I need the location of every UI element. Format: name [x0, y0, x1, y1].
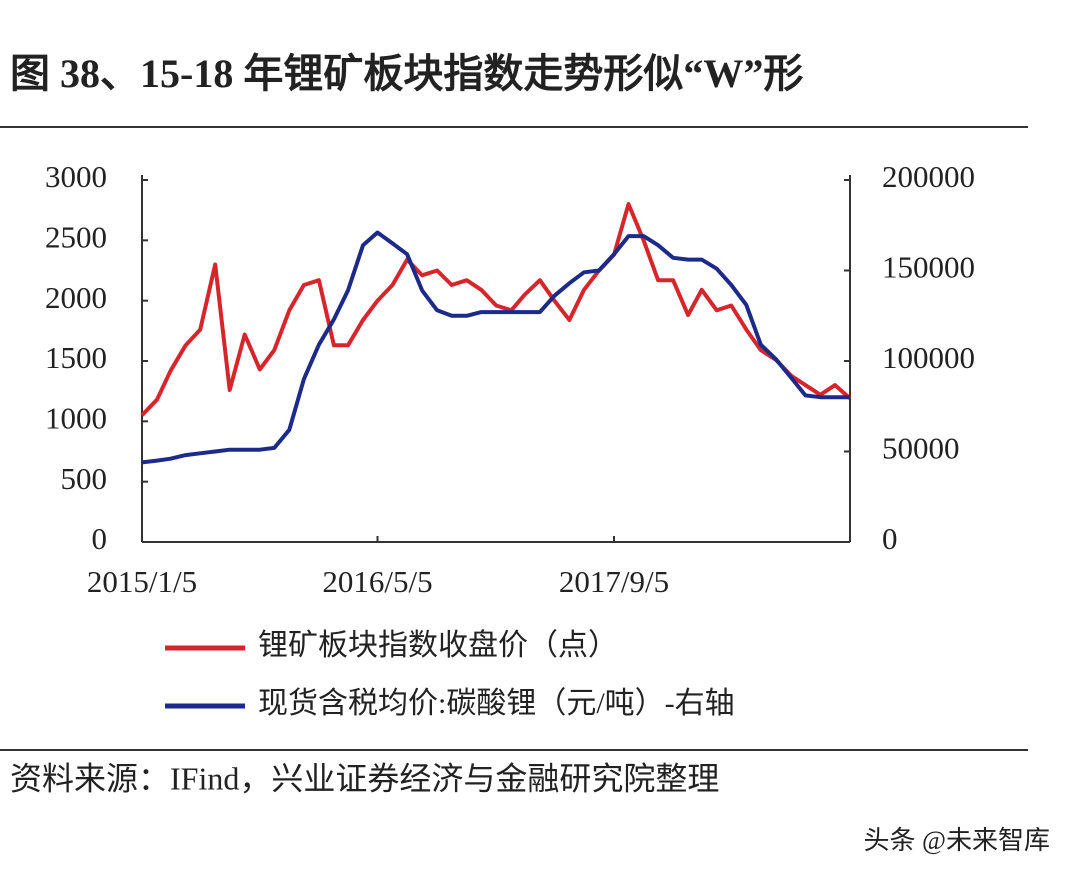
- watermark: 头条 @未来智库: [864, 826, 1050, 855]
- x-tick-label: 2015/1/5: [87, 564, 197, 599]
- y-tick-label: 1500: [45, 340, 107, 375]
- y2-tick-label: 150000: [882, 250, 975, 285]
- y-tick-label: 2500: [45, 219, 107, 254]
- series-line: [140, 202, 852, 417]
- y-tick-label: 2000: [45, 280, 107, 315]
- y-tick-label: 1000: [45, 400, 107, 435]
- x-tick-label: 2016/5/5: [322, 564, 432, 599]
- y-tick-label: 3000: [45, 159, 107, 194]
- y2-tick-label: 200000: [882, 159, 975, 194]
- y-tick-label: 0: [92, 521, 108, 556]
- source: 资料来源：IFind，兴业证券经济与金融研究院整理: [10, 760, 719, 796]
- series-line: [141, 230, 850, 465]
- y-tick-label: 500: [61, 461, 108, 496]
- y2-tick-label: 100000: [882, 340, 975, 375]
- y2-tick-label: 50000: [882, 431, 960, 466]
- legend-label: 现货含税均价:碳酸锂（元/吨）-右轴: [258, 687, 735, 720]
- y2-tick-label: 0: [882, 521, 898, 556]
- legend-label: 锂矿板块指数收盘价（点）: [258, 629, 618, 662]
- chart-title: 图 38、15-18 年锂矿板块指数走势形似“W”形: [10, 51, 803, 96]
- x-tick-label: 2017/9/5: [559, 564, 669, 599]
